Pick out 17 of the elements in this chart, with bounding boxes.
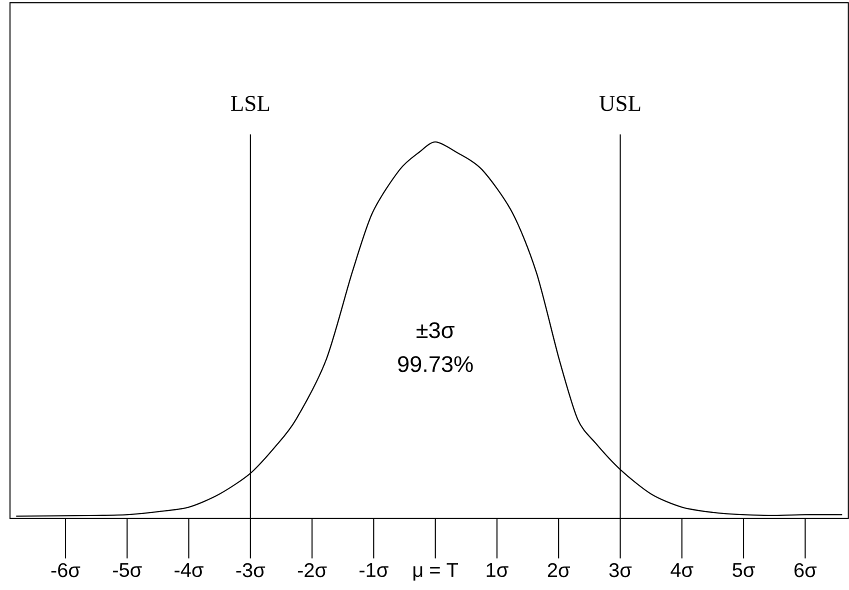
x-tick-label: 4σ	[670, 562, 694, 577]
x-tick-label: -4σ	[174, 562, 204, 577]
x-tick-label: -2σ	[298, 562, 327, 578]
x-tick-label: 2σ	[548, 562, 570, 578]
x-tick-label: 5σ	[732, 562, 755, 577]
x-tick-label: -5σ	[112, 562, 142, 577]
x-tick-label: -6σ	[51, 562, 80, 578]
x-tick-label: 6σ	[794, 562, 817, 578]
ref-line-label: LSL	[230, 96, 270, 111]
x-tick-label: 3σ	[609, 562, 632, 578]
annotation: 99.73%	[398, 356, 473, 372]
x-tick-label: μ = T	[413, 562, 458, 580]
x-tick-label: 1σ	[486, 562, 508, 577]
x-tick-label: -3σ	[236, 562, 266, 578]
x-tick-label: -1σ	[360, 562, 388, 577]
ref-line-label: USL	[599, 96, 640, 111]
annotation: ±3σ	[416, 322, 454, 338]
